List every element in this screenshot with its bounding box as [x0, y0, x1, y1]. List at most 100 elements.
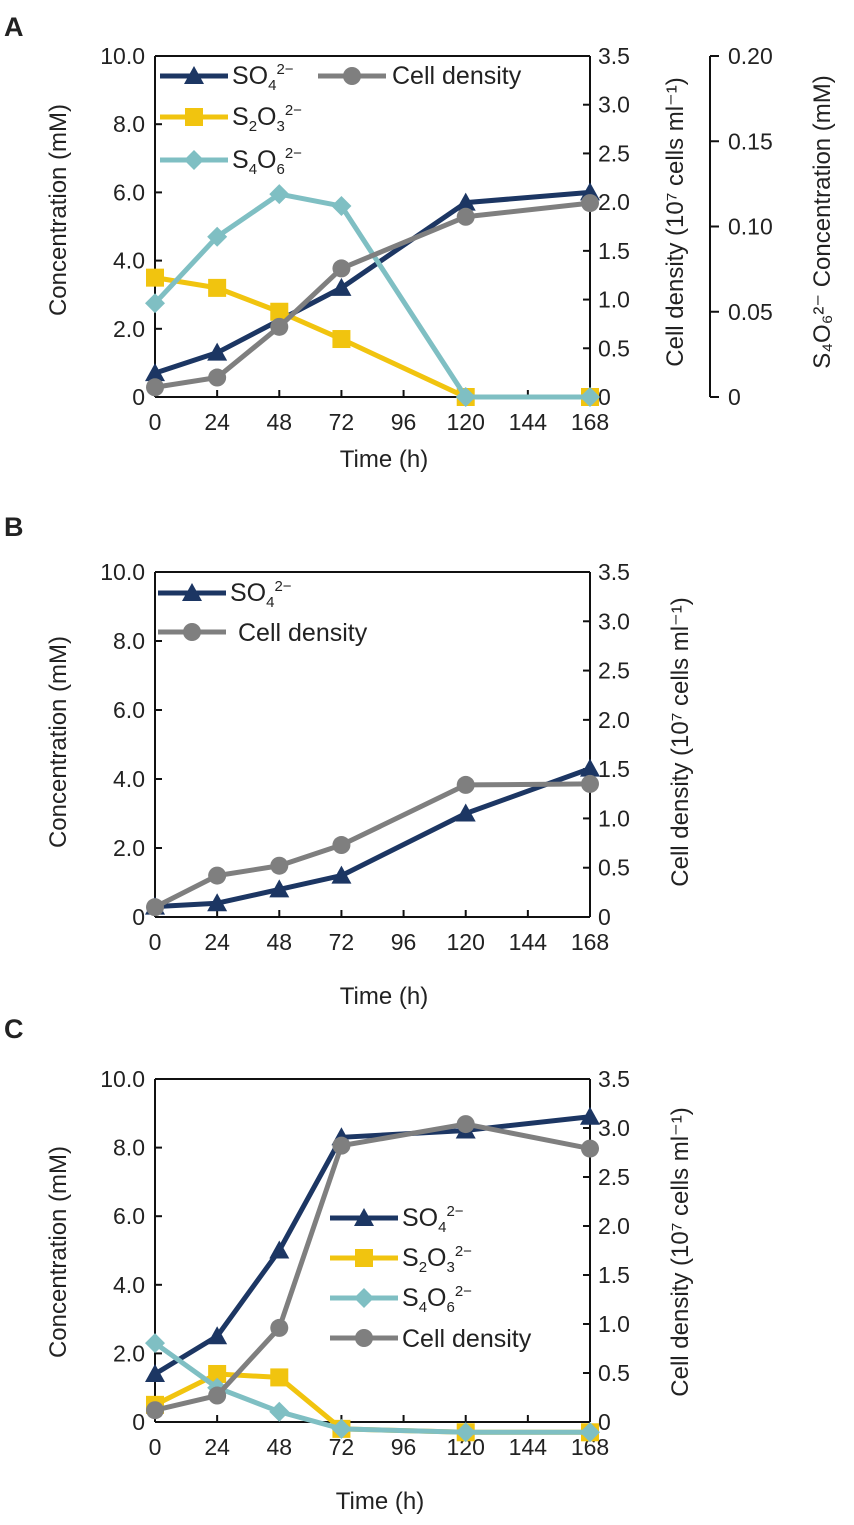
legend-label-cell-density: Cell density — [238, 619, 368, 647]
x-tick-label: 144 — [509, 929, 548, 955]
data-point-so4 — [269, 879, 290, 898]
x-tick-label: 48 — [266, 929, 292, 955]
y3-tick-label: 0.20 — [728, 43, 773, 69]
legend-item-so4: SO42− — [160, 61, 294, 94]
data-point-cell — [581, 1139, 599, 1158]
panel-a-y2-axis-label: Cell density (10⁷ cells ml⁻¹) — [662, 77, 689, 366]
y2-tick-label: 2.5 — [598, 1164, 630, 1190]
y2-tick-label: 1.0 — [598, 1311, 630, 1337]
y2-tick-label: 3.5 — [598, 559, 630, 585]
x-tick-label: 96 — [391, 409, 417, 435]
legend-marker-so4 — [184, 66, 204, 84]
y2-tick-label: 1.5 — [598, 756, 630, 782]
y2-tick-label: 0.5 — [598, 335, 630, 361]
legend-item-cell-density: Cell density — [158, 619, 368, 647]
y2-tick-label: 1.0 — [598, 805, 630, 831]
y2-tick-label: 1.5 — [598, 1262, 630, 1288]
series-cell — [146, 194, 599, 397]
series-cell-line — [154, 1121, 591, 1413]
panel-c-y-axis-label: Concentration (mM) — [45, 1146, 72, 1358]
data-point-so4 — [331, 277, 352, 296]
y-tick-label: 10.0 — [100, 1066, 145, 1092]
x-tick-label: 48 — [266, 1434, 292, 1460]
x-tick-label: 168 — [571, 929, 609, 955]
legend-label-s4o6: S4O62− — [402, 1283, 472, 1316]
y-tick-label: 4.0 — [113, 1272, 145, 1298]
series-s4o6 — [145, 184, 600, 407]
y-tick-label: 2.0 — [113, 1340, 145, 1366]
y2-tick-label: 2.0 — [598, 1213, 630, 1239]
y3-tick-label: 0.05 — [728, 299, 773, 325]
data-point-so4 — [455, 803, 476, 822]
legend-label-so4: SO42− — [230, 578, 292, 611]
x-tick-label: 96 — [391, 929, 417, 955]
y-tick-label: 0 — [132, 904, 145, 930]
data-point-s2o3 — [332, 330, 351, 349]
data-point-cell — [456, 775, 475, 794]
data-point-s4o6 — [145, 293, 165, 314]
legend-marker-cell-density — [343, 67, 361, 85]
panel-c-legend: SO42− S2O32− S4O62− Cell density — [330, 1203, 532, 1353]
x-tick-label: 72 — [329, 929, 355, 955]
legend-item-cell-density: Cell density — [318, 62, 522, 90]
legend-marker-so4 — [182, 583, 202, 601]
data-point-cell — [208, 1386, 227, 1405]
legend-marker-s4o6 — [184, 150, 204, 170]
data-point-s2o3 — [146, 268, 164, 287]
y2-tick-label: 3.0 — [598, 608, 630, 634]
legend-item-s4o6: S4O62− — [330, 1283, 472, 1316]
data-point-cell — [332, 259, 351, 278]
panel-a-legend: SO42− Cell density S2O32− S4O62− — [160, 61, 522, 178]
y-tick-label: 10.0 — [100, 559, 145, 585]
panel-a-label: A — [4, 12, 24, 42]
x-tick-label: 96 — [391, 1434, 417, 1460]
x-tick-label: 0 — [149, 1434, 162, 1460]
data-point-so4 — [580, 758, 600, 777]
legend-label-so4: SO42− — [402, 1203, 464, 1236]
data-point-cell — [146, 898, 164, 917]
data-point-cell — [270, 1318, 289, 1337]
y-tick-label: 10.0 — [100, 43, 145, 69]
y3-tick-label: 0 — [728, 384, 741, 410]
series-s4o6-line — [153, 191, 590, 400]
data-point-s2o3 — [208, 1364, 227, 1383]
x-tick-label: 168 — [571, 409, 609, 435]
panel-b-label: B — [4, 512, 24, 542]
series-cell-line — [153, 781, 591, 910]
x-tick-label: 144 — [509, 409, 548, 435]
data-point-so4 — [455, 192, 476, 211]
data-point-cell — [146, 378, 164, 397]
y-tick-label: 0 — [132, 1409, 145, 1435]
data-point-s4o6 — [455, 1422, 476, 1443]
x-tick-label: 24 — [204, 1434, 230, 1460]
data-point-cell — [332, 836, 351, 855]
y-tick-label: 8.0 — [113, 111, 145, 137]
data-point-s4o6 — [331, 1418, 352, 1439]
legend-item-cell-density: Cell density — [330, 1325, 532, 1353]
y2-tick-label: 3.5 — [598, 1066, 630, 1092]
data-point-so4 — [207, 342, 228, 361]
data-point-s4o6 — [331, 196, 352, 217]
data-point-cell — [456, 207, 475, 226]
legend-item-s2o3: S2O32− — [330, 1243, 472, 1276]
panel-c-label: C — [4, 1014, 24, 1044]
series-cell-line — [154, 200, 591, 390]
panel-b-y2-axis-label: Cell density (10⁷ cells ml⁻¹) — [667, 597, 694, 886]
x-tick-label: 24 — [204, 409, 230, 435]
panel-b: B 0 24 48 72 96 120 144 16802.04.06.08.010.000.… — [4, 512, 694, 1010]
data-point-s2o3 — [208, 278, 227, 297]
y2-tick-label: 2.5 — [598, 140, 630, 166]
x-tick-label: 144 — [509, 1434, 548, 1460]
data-point-s4o6 — [145, 1333, 165, 1354]
legend-item-s4o6: S4O62− — [160, 145, 302, 178]
y2-tick-label: 2.0 — [598, 707, 630, 733]
y-tick-label: 4.0 — [113, 248, 145, 274]
y-tick-label: 4.0 — [113, 766, 145, 792]
data-point-cell — [581, 774, 599, 793]
y-tick-label: 6.0 — [113, 697, 145, 723]
data-point-cell — [270, 317, 289, 336]
y2-tick-label: 0.5 — [598, 855, 630, 881]
legend-label-s2o3: S2O32− — [402, 1243, 472, 1276]
data-point-so4 — [580, 1106, 600, 1125]
